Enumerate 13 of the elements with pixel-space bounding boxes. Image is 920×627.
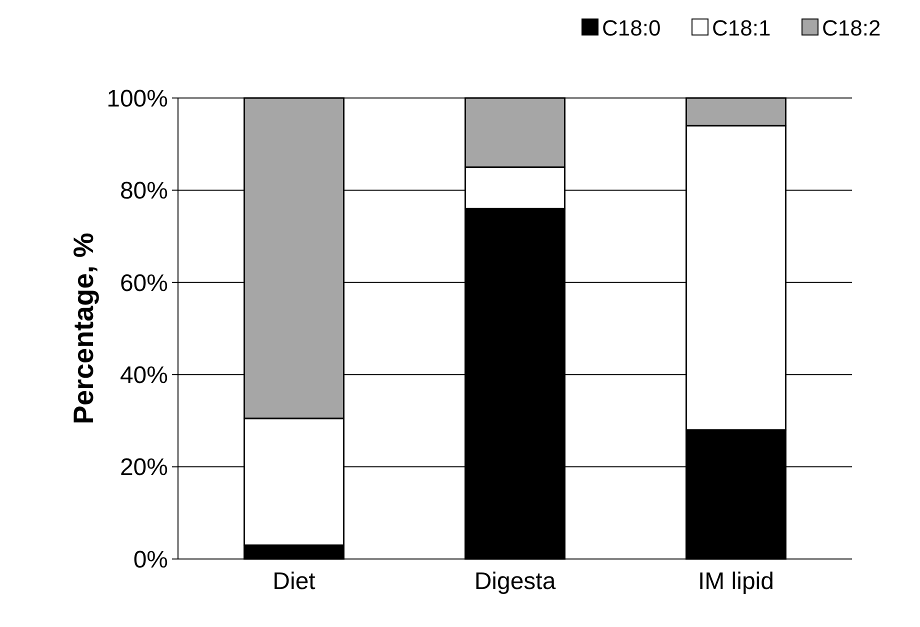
y-axis-title: Percentage, %: [68, 232, 99, 424]
legend-label: C18:2: [822, 16, 881, 41]
x-tick-label: IM lipid: [698, 568, 774, 595]
legend-label: C18:0: [602, 16, 661, 41]
x-tick-label: Diet: [272, 568, 316, 595]
y-tick-label: 0%: [133, 546, 168, 574]
x-tick-label: Digesta: [474, 568, 556, 595]
y-tick-label: 100%: [106, 85, 168, 112]
y-tick-label: 60%: [120, 270, 168, 297]
y-tick-label: 40%: [120, 362, 168, 389]
y-tick-label: 20%: [120, 454, 168, 482]
legend-label: C18:1: [712, 16, 771, 41]
y-tick-label: 80%: [120, 178, 168, 205]
